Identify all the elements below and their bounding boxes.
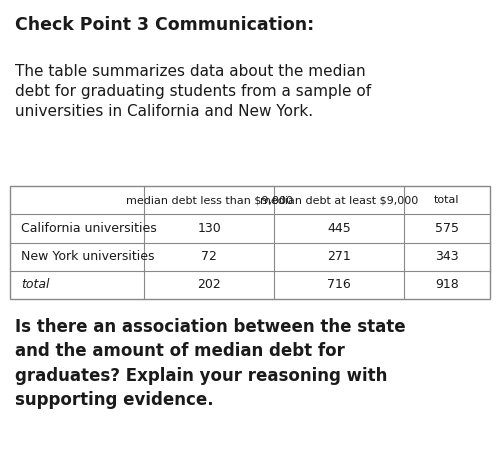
Text: 918: 918	[435, 278, 458, 292]
Text: California universities: California universities	[21, 222, 157, 235]
Text: 445: 445	[327, 222, 350, 235]
Text: 271: 271	[327, 250, 350, 263]
Text: total: total	[434, 195, 460, 205]
Text: Check Point 3 Communication:: Check Point 3 Communication:	[15, 16, 314, 34]
Text: 716: 716	[327, 278, 350, 292]
Text: 130: 130	[198, 222, 221, 235]
Text: 72: 72	[202, 250, 217, 263]
Text: New York universities: New York universities	[21, 250, 154, 263]
Text: 343: 343	[435, 250, 458, 263]
Text: 575: 575	[435, 222, 459, 235]
Text: median debt less than $9,000: median debt less than $9,000	[126, 195, 292, 205]
Text: The table summarizes data about the median
debt for graduating students from a s: The table summarizes data about the medi…	[15, 64, 371, 119]
Text: 202: 202	[198, 278, 221, 292]
Text: Is there an association between the state
and the amount of median debt for
grad: Is there an association between the stat…	[15, 318, 406, 409]
Text: total: total	[21, 278, 50, 292]
Text: median debt at least $9,000: median debt at least $9,000	[260, 195, 418, 205]
